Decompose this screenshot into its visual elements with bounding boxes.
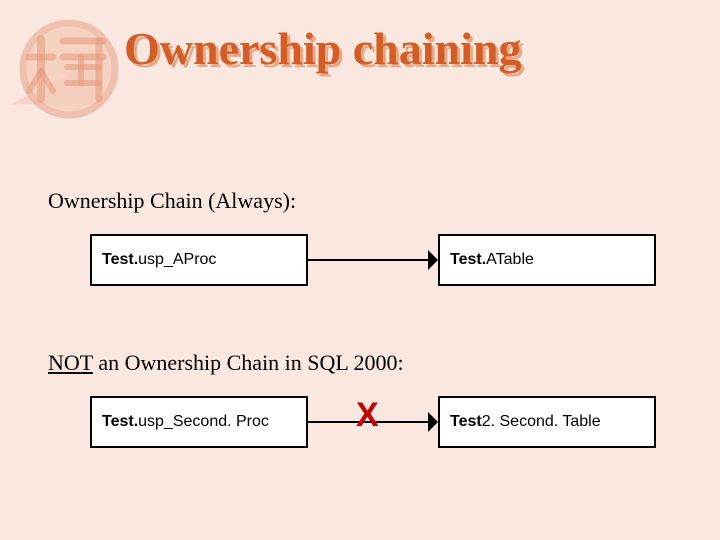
box-object: usp_Second. Proc bbox=[138, 413, 269, 431]
box-object: usp_AProc bbox=[138, 251, 216, 269]
box-schema: Test bbox=[450, 413, 482, 431]
box-object: ATable bbox=[486, 251, 534, 269]
section1-arrow-head-icon bbox=[428, 250, 438, 270]
section1-heading: Ownership Chain (Always): bbox=[48, 188, 296, 214]
section2-heading-rest: an Ownership Chain in SQL 2000: bbox=[93, 350, 404, 375]
box-schema: Test. bbox=[450, 251, 486, 269]
box-schema: Test. bbox=[102, 413, 138, 431]
section1-arrow-line bbox=[308, 259, 428, 261]
section2-box-left: Test.usp_Second. Proc bbox=[90, 396, 308, 448]
section1-box-right: Test.ATable bbox=[438, 234, 656, 286]
section2-box-right: Test2. Second. Table bbox=[438, 396, 656, 448]
section2-heading-prefix: NOT bbox=[48, 350, 93, 375]
slide-title: Ownership chaining bbox=[124, 22, 522, 75]
section1-box-left: Test.usp_AProc bbox=[90, 234, 308, 286]
section2-heading: NOT an Ownership Chain in SQL 2000: bbox=[48, 350, 404, 376]
section2-x-icon: X bbox=[356, 396, 379, 435]
box-schema: Test. bbox=[102, 251, 138, 269]
box-object: 2. Second. Table bbox=[482, 413, 601, 431]
section2-arrow-head-icon bbox=[428, 412, 438, 432]
